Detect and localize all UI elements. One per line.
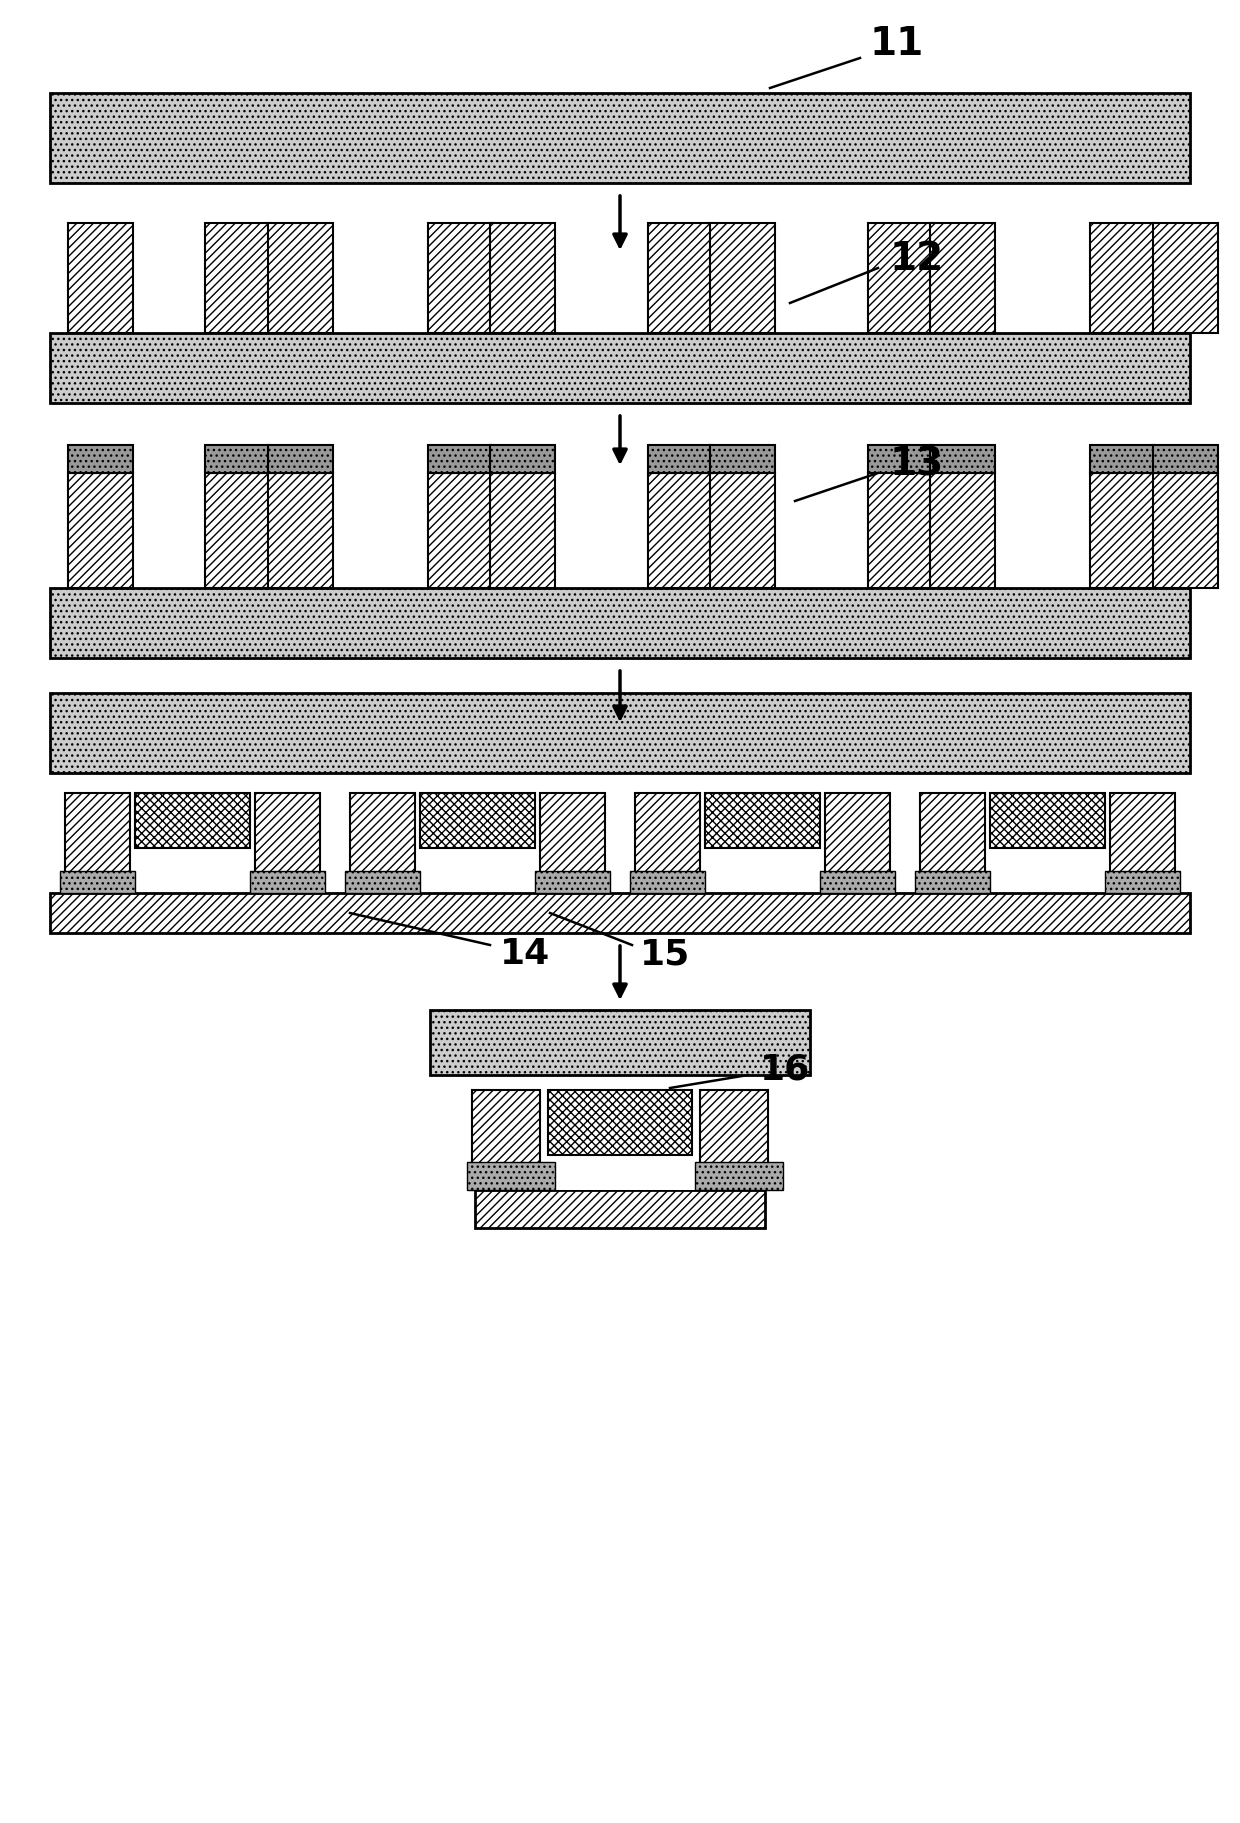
Bar (50, 693, 1190, 773)
Bar (868, 224, 932, 334)
Bar (1153, 224, 1218, 334)
Bar (428, 474, 494, 589)
Bar (467, 1163, 556, 1190)
Bar (205, 447, 270, 474)
Bar (930, 224, 994, 334)
Bar (548, 1090, 692, 1156)
Bar (250, 871, 325, 893)
Bar (649, 447, 713, 474)
Bar (50, 589, 1190, 658)
Bar (350, 793, 415, 893)
Text: 14: 14 (500, 937, 551, 970)
Bar (268, 447, 334, 474)
Bar (472, 1090, 539, 1190)
Bar (694, 1163, 782, 1190)
Bar (706, 793, 820, 848)
Bar (630, 871, 706, 893)
Bar (268, 474, 334, 589)
Text: 16: 16 (760, 1052, 810, 1085)
Bar (68, 224, 133, 334)
Bar (420, 793, 534, 848)
Bar (711, 224, 775, 334)
Bar (205, 474, 270, 589)
Bar (490, 447, 556, 474)
Bar (135, 793, 250, 848)
Bar (50, 334, 1190, 403)
Bar (430, 1010, 810, 1076)
Bar (490, 224, 556, 334)
Bar (460, 1076, 780, 1190)
Bar (60, 871, 135, 893)
Bar (1090, 447, 1154, 474)
Bar (1090, 474, 1154, 589)
Bar (428, 224, 494, 334)
Bar (68, 447, 133, 474)
Bar (930, 474, 994, 589)
Text: 11: 11 (870, 26, 924, 64)
Text: 13: 13 (890, 445, 944, 483)
Bar (825, 793, 890, 893)
Bar (701, 1090, 768, 1190)
Bar (915, 871, 990, 893)
Bar (868, 447, 932, 474)
Bar (475, 1190, 765, 1229)
Bar (255, 793, 320, 893)
Bar (64, 793, 130, 893)
Bar (1105, 871, 1180, 893)
Bar (635, 793, 701, 893)
Bar (930, 447, 994, 474)
Bar (205, 224, 270, 334)
Bar (1110, 793, 1176, 893)
Bar (428, 447, 494, 474)
Bar (711, 474, 775, 589)
Bar (649, 224, 713, 334)
Bar (534, 871, 610, 893)
Bar (539, 793, 605, 893)
Bar (920, 793, 985, 893)
Bar (711, 447, 775, 474)
Bar (50, 95, 1190, 184)
Bar (50, 893, 1190, 933)
Bar (990, 793, 1105, 848)
Bar (649, 474, 713, 589)
Bar (68, 474, 133, 589)
Bar (490, 474, 556, 589)
Text: 12: 12 (890, 241, 944, 277)
Bar (268, 224, 334, 334)
Text: 15: 15 (640, 937, 691, 970)
Bar (820, 871, 895, 893)
Bar (345, 871, 420, 893)
Bar (1090, 224, 1154, 334)
Bar (868, 474, 932, 589)
Bar (1153, 447, 1218, 474)
Bar (1153, 474, 1218, 589)
